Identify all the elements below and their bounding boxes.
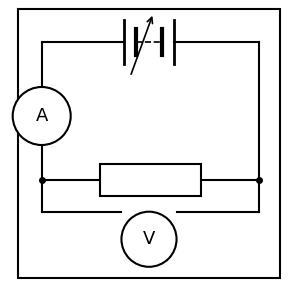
Text: A: A: [35, 107, 48, 125]
Circle shape: [122, 212, 176, 267]
Bar: [100, 164, 201, 196]
Text: V: V: [143, 230, 155, 248]
Circle shape: [13, 87, 71, 145]
